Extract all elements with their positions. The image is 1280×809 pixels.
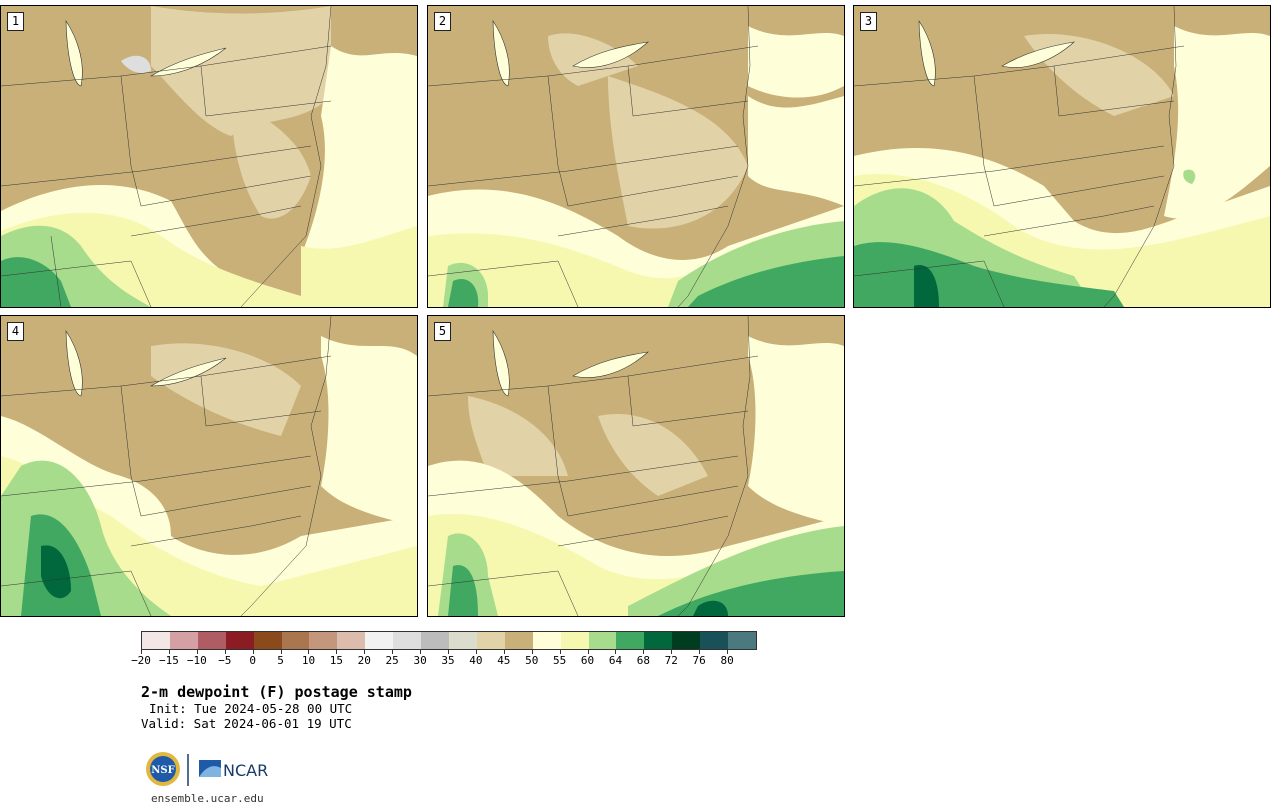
colorbar-tick bbox=[587, 650, 589, 654]
colorbar-segment bbox=[197, 632, 226, 649]
panel-label: 4 bbox=[7, 322, 24, 341]
colorbar-segment bbox=[644, 632, 673, 649]
colorbar-tick-label: 76 bbox=[692, 654, 706, 667]
colorbar-segment bbox=[728, 632, 756, 649]
colorbar-segment bbox=[700, 632, 729, 649]
dewpoint-map bbox=[1, 6, 417, 307]
stamp-panel-1: 1 bbox=[0, 5, 418, 308]
colorbar-tick-label: 30 bbox=[413, 654, 427, 667]
panel-label: 5 bbox=[434, 322, 451, 341]
panel-label: 3 bbox=[860, 12, 877, 31]
colorbar-tick-label: 64 bbox=[608, 654, 623, 667]
colorbar-tick-label: 25 bbox=[385, 654, 399, 667]
dewpoint-map bbox=[428, 316, 844, 616]
init-time: Init: Tue 2024-05-28 00 UTC bbox=[149, 701, 353, 716]
colorbar-tick bbox=[308, 650, 310, 654]
colorbar-tick bbox=[168, 650, 170, 654]
colorbar-tick bbox=[475, 650, 477, 654]
dewpoint-map bbox=[1, 316, 417, 616]
colorbar-tick bbox=[727, 650, 729, 654]
colorbar-tick-label: 15 bbox=[329, 654, 343, 667]
colorbar-tick bbox=[699, 650, 701, 654]
colorbar-tick bbox=[531, 650, 533, 654]
colorbar-segment bbox=[169, 632, 198, 649]
colorbar-segment bbox=[225, 632, 254, 649]
colorbar-segment bbox=[393, 632, 422, 649]
colorbar-segment bbox=[476, 632, 505, 649]
colorbar-tick bbox=[392, 650, 394, 654]
colorbar-segment bbox=[672, 632, 701, 649]
plot-title: 2-m dewpoint (F) postage stamp bbox=[141, 683, 412, 701]
colorbar-tick bbox=[671, 650, 673, 654]
colorbar-tick bbox=[336, 650, 338, 654]
dewpoint-map bbox=[428, 6, 844, 307]
colorbar-tick bbox=[420, 650, 422, 654]
colorbar-segment bbox=[337, 632, 366, 649]
colorbar-tick-label: 10 bbox=[301, 654, 316, 667]
colorbar-tick-label: 80 bbox=[720, 654, 734, 667]
colorbar-ticks: −20 −15 −10 −5 0 5 10 15 20 25 30 35 40 45 50 55 60 64 68 7… bbox=[131, 650, 755, 670]
colorbar-segment bbox=[616, 632, 645, 649]
colorbar-tick bbox=[224, 650, 226, 654]
colorbar-tick bbox=[643, 650, 645, 654]
ncar-logo-icon: NCAR bbox=[199, 760, 268, 780]
panel-label: 1 bbox=[7, 12, 24, 31]
colorbar-tick-label: 55 bbox=[553, 654, 567, 667]
valid-time: Valid: Sat 2024-06-01 19 UTC bbox=[141, 716, 352, 731]
colorbar-tick bbox=[448, 650, 449, 654]
colorbar-tick-label: 20 bbox=[357, 654, 371, 667]
nsf-logo-text: NSF bbox=[151, 765, 174, 776]
colorbar-tick-label: 45 bbox=[497, 654, 511, 667]
colorbar-segment bbox=[560, 632, 589, 649]
colorbar-tick bbox=[252, 650, 254, 654]
stamp-panel-3: 3 bbox=[853, 5, 1271, 308]
colorbar-tick-label: −5 bbox=[218, 654, 232, 667]
colorbar-segment bbox=[142, 632, 170, 649]
colorbar-tick bbox=[364, 650, 366, 654]
colorbar-tick-label: 40 bbox=[469, 654, 483, 667]
logos: NSF NCAR bbox=[144, 750, 274, 790]
site-url: ensemble.ucar.edu bbox=[151, 792, 264, 805]
colorbar-tick bbox=[559, 650, 561, 654]
colorbar bbox=[141, 631, 757, 650]
colorbar-tick-label: 72 bbox=[664, 654, 678, 667]
colorbar-segment bbox=[309, 632, 338, 649]
ncar-logo-text: NCAR bbox=[223, 761, 268, 780]
colorbar-tick-label: 60 bbox=[580, 654, 595, 667]
colorbar-segment bbox=[448, 632, 477, 649]
colorbar-segment bbox=[532, 632, 561, 649]
colorbar-tick-label: 35 bbox=[441, 654, 455, 667]
nsf-logo-icon: NSF bbox=[146, 752, 180, 786]
colorbar-tick-label: −20 bbox=[131, 654, 151, 667]
colorbar-segment bbox=[365, 632, 394, 649]
colorbar-tick bbox=[280, 650, 282, 654]
dewpoint-map bbox=[854, 6, 1270, 307]
colorbar-tick-label: 5 bbox=[277, 654, 284, 667]
stamp-panel-5: 5 bbox=[427, 315, 845, 617]
colorbar-tick bbox=[503, 650, 505, 654]
colorbar-segment bbox=[281, 632, 310, 649]
colorbar-segment bbox=[421, 632, 449, 649]
panel-label: 2 bbox=[434, 12, 451, 31]
colorbar-segment bbox=[253, 632, 282, 649]
stamp-panel-4: 4 bbox=[0, 315, 418, 617]
colorbar-tick-label: −15 bbox=[158, 654, 179, 667]
colorbar-tick bbox=[196, 650, 198, 654]
colorbar-segment bbox=[588, 632, 617, 649]
colorbar-tick bbox=[141, 650, 142, 654]
colorbar-segment bbox=[504, 632, 533, 649]
colorbar-tick bbox=[615, 650, 617, 654]
stamp-panel-2: 2 bbox=[427, 5, 845, 308]
colorbar-tick-label: 68 bbox=[636, 654, 650, 667]
colorbar-tick-label: −10 bbox=[186, 654, 207, 667]
colorbar-tick-label: 50 bbox=[525, 654, 539, 667]
colorbar-tick-label: 0 bbox=[249, 654, 256, 667]
